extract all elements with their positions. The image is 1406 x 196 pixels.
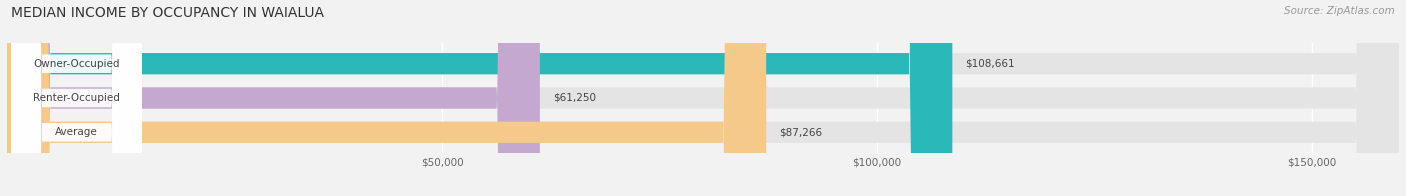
- Text: $108,661: $108,661: [966, 59, 1015, 69]
- Text: Source: ZipAtlas.com: Source: ZipAtlas.com: [1284, 6, 1395, 16]
- Text: Average: Average: [55, 127, 98, 137]
- FancyBboxPatch shape: [11, 0, 142, 196]
- FancyBboxPatch shape: [11, 0, 142, 196]
- FancyBboxPatch shape: [11, 0, 142, 196]
- FancyBboxPatch shape: [7, 0, 1399, 196]
- FancyBboxPatch shape: [7, 0, 1399, 196]
- FancyBboxPatch shape: [7, 0, 952, 196]
- Text: $87,266: $87,266: [779, 127, 823, 137]
- Text: Renter-Occupied: Renter-Occupied: [34, 93, 120, 103]
- Text: Owner-Occupied: Owner-Occupied: [34, 59, 120, 69]
- FancyBboxPatch shape: [7, 0, 540, 196]
- Text: $61,250: $61,250: [553, 93, 596, 103]
- FancyBboxPatch shape: [7, 0, 766, 196]
- Text: MEDIAN INCOME BY OCCUPANCY IN WAIALUA: MEDIAN INCOME BY OCCUPANCY IN WAIALUA: [11, 6, 325, 20]
- FancyBboxPatch shape: [7, 0, 1399, 196]
